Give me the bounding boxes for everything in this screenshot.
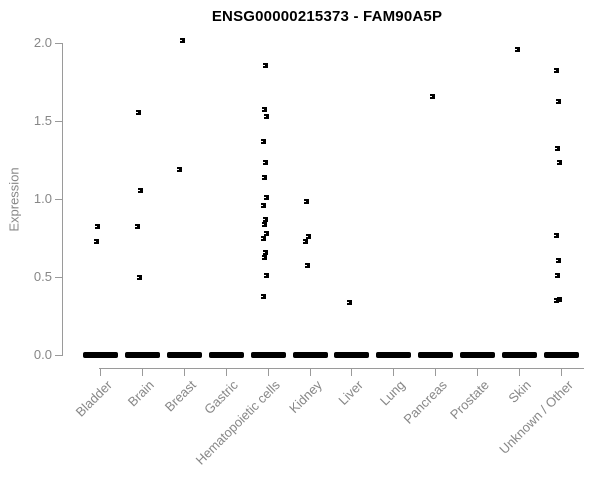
y-axis-tick [55,277,62,278]
data-point [304,199,309,204]
zero-expression-cluster [125,352,160,358]
x-axis-tick [310,368,311,376]
y-axis-tick [55,355,62,356]
data-point [555,146,560,151]
zero-expression-cluster [251,352,286,358]
data-point [555,273,560,278]
data-point [136,110,141,115]
data-point [554,298,559,303]
data-point [554,233,559,238]
x-axis-tick [100,368,101,376]
data-point [264,114,269,119]
data-point [305,263,310,268]
x-axis-tick [435,368,436,376]
zero-expression-cluster [167,352,202,358]
data-point [306,234,311,239]
data-point [263,250,268,255]
data-point [515,47,520,52]
data-point [137,275,142,280]
data-point [556,99,561,104]
data-point [261,294,266,299]
x-axis-tick [477,368,478,376]
data-point [262,107,267,112]
data-point [180,38,185,43]
data-point [95,224,100,229]
zero-expression-cluster [502,352,537,358]
x-axis-tick [393,368,394,376]
y-tick-label: 1.5 [33,113,52,128]
data-point [347,300,352,305]
data-point [261,236,266,241]
x-axis-tick [519,368,520,376]
x-axis-tick [561,368,562,376]
data-point [263,160,268,165]
zero-expression-cluster [460,352,495,358]
data-point [138,188,143,193]
data-point [556,258,561,263]
y-tick-label: 0.0 [33,347,52,362]
y-axis-line [62,43,63,356]
chart-title: ENSG00000215373 - FAM90A5P [211,8,443,25]
y-axis-tick [55,43,62,44]
zero-expression-cluster [376,352,411,358]
x-axis-tick [184,368,185,376]
y-tick-label: 0.5 [33,269,52,284]
x-axis-tick [142,368,143,376]
x-axis-line [99,368,584,369]
data-point [264,195,269,200]
data-point [557,160,562,165]
data-point [94,239,99,244]
data-point [430,94,435,99]
data-point [264,231,269,236]
x-axis-tick [351,368,352,376]
zero-expression-cluster [293,352,328,358]
x-axis-tick [226,368,227,376]
zero-expression-cluster [83,352,118,358]
data-point [135,224,140,229]
y-tick-label: 1.0 [33,191,52,206]
zero-expression-cluster [334,352,369,358]
data-point [303,239,308,244]
data-point [263,63,268,68]
data-point [262,175,267,180]
data-point [261,139,266,144]
zero-expression-cluster [418,352,453,358]
y-tick-label: 2.0 [33,35,52,50]
data-point [264,273,269,278]
data-point [554,68,559,73]
data-point [263,217,268,222]
data-point [261,203,266,208]
y-axis-tick [55,121,62,122]
data-point [262,255,267,260]
y-axis-tick [55,199,62,200]
data-point [262,222,267,227]
zero-expression-cluster [544,352,579,358]
zero-expression-cluster [209,352,244,358]
x-axis-tick [268,368,269,376]
data-point [177,167,182,172]
